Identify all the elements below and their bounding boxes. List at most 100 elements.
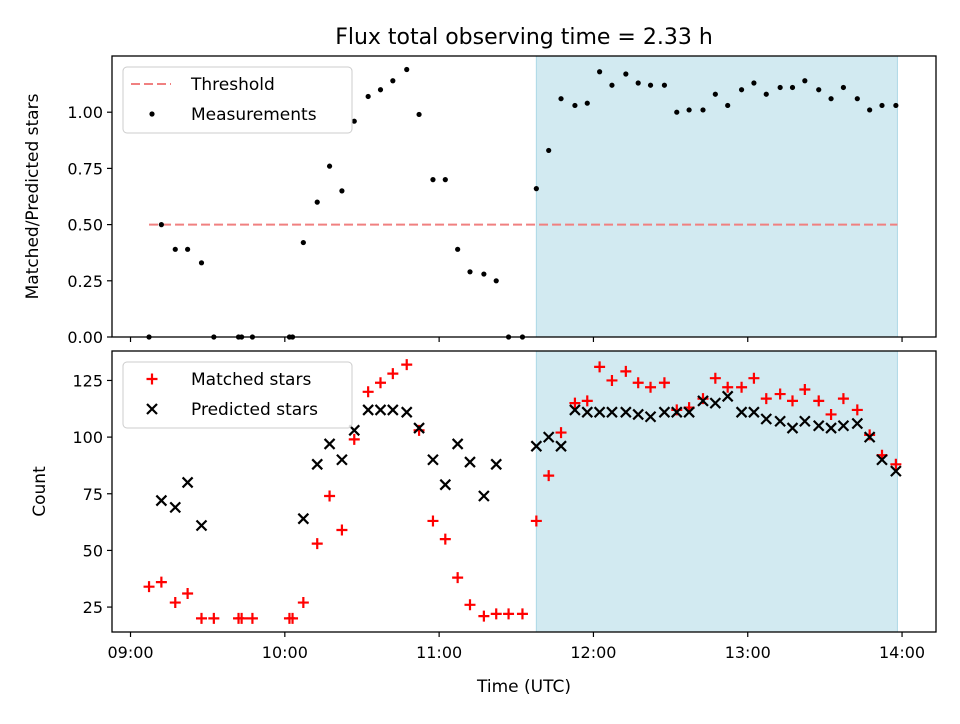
data-point — [287, 612, 299, 624]
data-point — [748, 406, 760, 418]
data-point — [722, 381, 734, 393]
data-point — [751, 80, 757, 86]
data-point — [735, 406, 748, 418]
data-point — [533, 186, 539, 192]
data-point — [185, 246, 191, 252]
legend: Threshold Measurements — [122, 66, 353, 134]
legend: Matched stars Predicted stars — [122, 361, 353, 429]
data-point — [674, 109, 680, 115]
data-point — [530, 515, 542, 527]
data-point — [452, 572, 464, 584]
data-point — [725, 102, 731, 109]
data-point — [390, 78, 396, 84]
legend-label: Threshold — [190, 75, 275, 95]
data-point — [620, 365, 632, 377]
data-point — [786, 422, 799, 434]
data-point — [712, 91, 718, 97]
data-point — [195, 519, 208, 532]
data-point — [481, 271, 487, 277]
data-point — [813, 395, 825, 407]
data-point — [467, 269, 473, 275]
data-point — [348, 433, 360, 445]
data-point — [876, 453, 888, 466]
x-tick-label: 11:00 — [416, 643, 462, 662]
data-point — [700, 107, 706, 113]
data-point — [658, 377, 670, 389]
data-point — [799, 384, 811, 396]
data-point — [658, 406, 671, 418]
data-point — [155, 494, 168, 507]
data-point — [182, 587, 194, 599]
data-point — [828, 96, 834, 102]
data-point — [645, 381, 657, 393]
data-point — [777, 84, 783, 91]
data-point — [451, 438, 464, 450]
data-point — [606, 374, 618, 386]
data-point — [442, 177, 448, 183]
data-point — [311, 458, 324, 471]
data-point — [555, 440, 567, 452]
data-point — [427, 515, 439, 527]
data-point — [774, 415, 786, 428]
data-point — [181, 476, 194, 489]
series-predicted-stars — [155, 390, 902, 532]
data-point — [572, 102, 578, 109]
data-point — [413, 422, 425, 434]
legend-box — [122, 361, 353, 429]
data-point — [198, 260, 205, 266]
data-point — [584, 100, 590, 106]
data-point — [374, 377, 386, 389]
data-point — [387, 368, 399, 380]
data-point — [670, 406, 683, 418]
data-point — [351, 118, 357, 124]
data-point — [546, 147, 552, 154]
data-point — [748, 372, 760, 384]
data-point — [439, 478, 452, 491]
data-point — [786, 395, 798, 407]
data-point — [623, 71, 629, 77]
data-point — [365, 93, 371, 100]
legend-box — [122, 66, 353, 134]
axes-frame — [111, 55, 937, 338]
data-point — [593, 406, 606, 418]
legend-swatch — [146, 403, 158, 415]
y-tick-label: 0.25 — [67, 272, 103, 291]
data-point — [632, 377, 644, 389]
y-tick-label: 125 — [72, 371, 103, 390]
data-point — [760, 393, 772, 405]
data-point — [863, 431, 876, 443]
data-point — [683, 406, 695, 418]
data-point — [400, 406, 413, 418]
data-point — [324, 490, 336, 502]
data-point — [760, 413, 773, 425]
data-point — [530, 440, 543, 452]
data-point — [155, 576, 167, 588]
data-point — [208, 612, 220, 624]
data-point — [851, 417, 864, 430]
data-point — [879, 102, 885, 109]
data-point — [455, 246, 461, 252]
legend-swatch — [146, 373, 158, 385]
data-point — [416, 111, 422, 118]
data-point — [493, 278, 499, 284]
chart-title: Flux total observing time = 2.33 h — [335, 25, 713, 50]
data-point — [632, 408, 644, 421]
observing-window-band — [535, 350, 898, 633]
legend-label: Matched stars — [191, 370, 311, 390]
data-point — [890, 465, 902, 477]
data-point — [503, 608, 515, 620]
data-point — [158, 222, 164, 228]
data-point — [555, 427, 567, 439]
data-point — [851, 404, 863, 416]
y-tick-label: 75 — [83, 485, 103, 504]
data-point — [311, 538, 323, 550]
data-point — [387, 404, 399, 416]
data-point — [635, 80, 641, 86]
data-point — [812, 420, 825, 432]
data-point — [490, 608, 502, 620]
data-point — [709, 397, 722, 409]
y-tick-label: 0.75 — [67, 159, 103, 178]
y-tick-label: 0.00 — [67, 328, 103, 347]
